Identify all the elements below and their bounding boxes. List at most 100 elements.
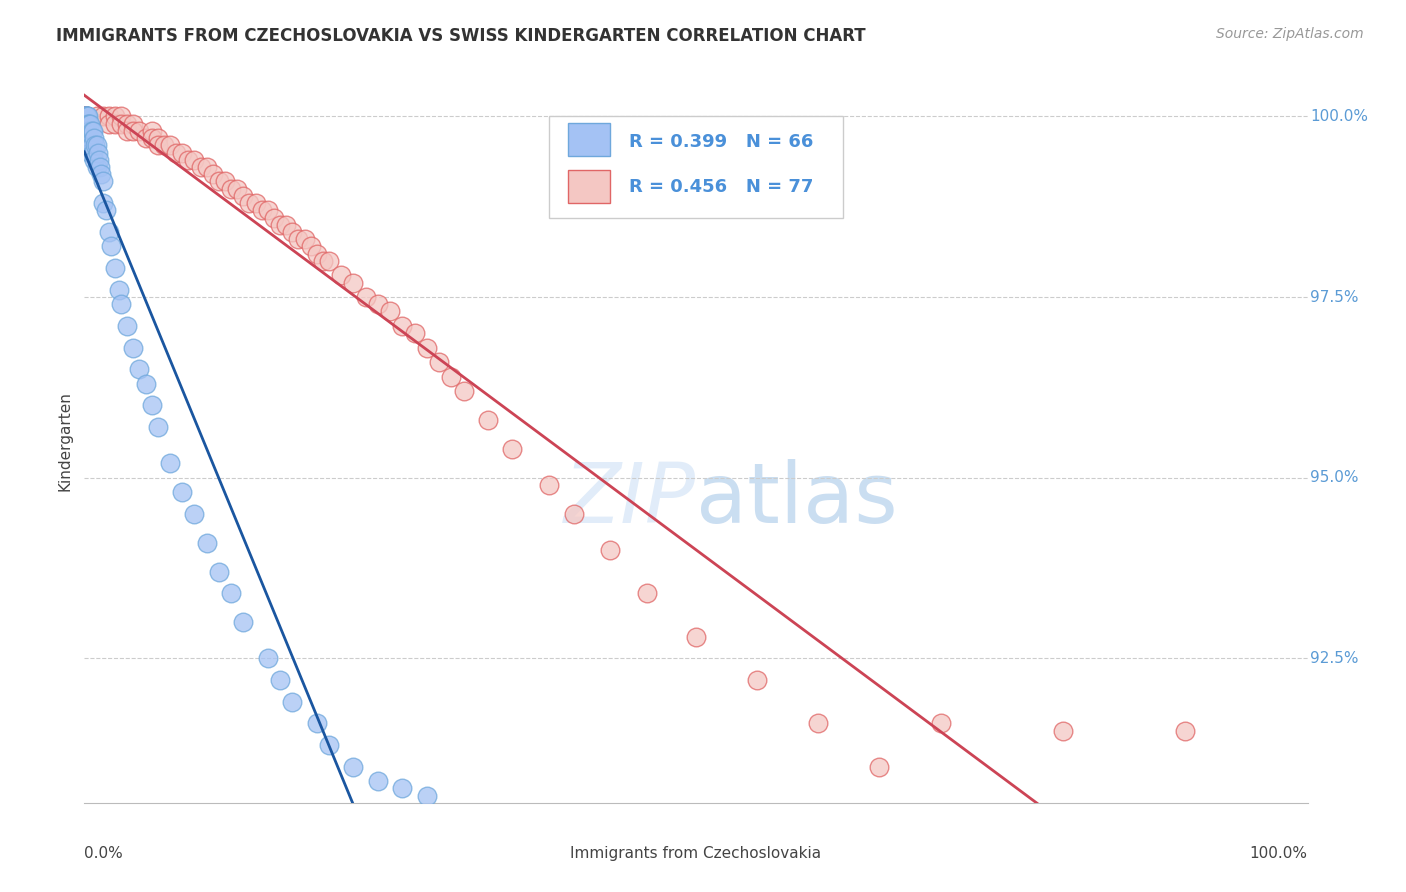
Point xyxy=(342,276,364,290)
FancyBboxPatch shape xyxy=(568,123,610,156)
Point xyxy=(305,716,328,731)
Point xyxy=(195,535,218,549)
Point xyxy=(232,615,254,629)
Point xyxy=(477,413,499,427)
Point xyxy=(183,507,205,521)
Point xyxy=(281,225,304,239)
Point xyxy=(75,109,97,123)
Point xyxy=(172,145,194,160)
Point xyxy=(367,297,389,311)
Point xyxy=(1052,723,1074,738)
Point xyxy=(110,109,132,123)
Point xyxy=(89,160,111,174)
Point xyxy=(84,138,107,153)
Point xyxy=(75,109,97,123)
Point xyxy=(77,124,100,138)
FancyBboxPatch shape xyxy=(550,117,842,218)
Y-axis label: Kindergarten: Kindergarten xyxy=(58,392,73,491)
Point xyxy=(404,326,426,340)
Text: Source: ZipAtlas.com: Source: ZipAtlas.com xyxy=(1216,27,1364,41)
Point xyxy=(75,109,97,123)
Point xyxy=(115,117,138,131)
Point xyxy=(128,362,150,376)
Point xyxy=(177,153,200,167)
Point xyxy=(80,124,103,138)
Point xyxy=(76,117,98,131)
Point xyxy=(104,109,127,123)
Point xyxy=(110,297,132,311)
Text: IMMIGRANTS FROM CZECHOSLOVAKIA VS SWISS KINDERGARTEN CORRELATION CHART: IMMIGRANTS FROM CZECHOSLOVAKIA VS SWISS … xyxy=(56,27,866,45)
Point xyxy=(294,232,316,246)
Point xyxy=(257,203,280,218)
Point xyxy=(76,131,98,145)
Text: Immigrants from Czechoslovakia: Immigrants from Czechoslovakia xyxy=(571,847,821,861)
Point xyxy=(83,131,105,145)
Point xyxy=(312,253,335,268)
Point xyxy=(75,117,97,131)
Point xyxy=(869,759,891,773)
Point xyxy=(97,109,120,123)
Point xyxy=(214,174,236,188)
Point xyxy=(238,196,260,211)
Point xyxy=(141,124,163,138)
Point xyxy=(747,673,769,687)
Point xyxy=(104,261,127,276)
Point xyxy=(269,673,291,687)
Point xyxy=(122,341,145,355)
Point xyxy=(281,695,304,709)
Point xyxy=(299,239,322,253)
Point xyxy=(342,759,364,773)
Point xyxy=(807,716,830,731)
Point xyxy=(208,174,231,188)
Point xyxy=(201,167,224,181)
Text: 100.0%: 100.0% xyxy=(1250,847,1308,861)
Point xyxy=(75,109,97,123)
Point xyxy=(79,131,101,145)
Text: 0.0%: 0.0% xyxy=(84,847,124,861)
Point xyxy=(146,138,169,153)
Point xyxy=(172,485,194,500)
Point xyxy=(135,131,157,145)
Point xyxy=(208,565,231,579)
Point xyxy=(82,124,104,138)
Point xyxy=(416,341,439,355)
Point xyxy=(91,174,114,188)
Point xyxy=(115,124,138,138)
Point xyxy=(250,203,273,218)
Point xyxy=(77,138,100,153)
Point xyxy=(159,456,181,470)
Point xyxy=(86,138,108,153)
Point xyxy=(75,124,97,138)
Point xyxy=(77,109,100,123)
Point xyxy=(76,109,98,123)
Point xyxy=(195,160,218,174)
Point xyxy=(416,789,439,803)
Text: 95.0%: 95.0% xyxy=(1310,470,1358,485)
Point xyxy=(226,181,249,195)
Point xyxy=(79,145,101,160)
Point xyxy=(538,478,561,492)
Point xyxy=(502,442,524,456)
Point xyxy=(128,124,150,138)
Point xyxy=(91,196,114,211)
Text: 97.5%: 97.5% xyxy=(1310,290,1358,304)
Point xyxy=(354,290,377,304)
Point xyxy=(87,145,110,160)
Point xyxy=(87,153,110,167)
Point xyxy=(219,181,242,195)
Point xyxy=(165,145,187,160)
Point xyxy=(82,145,104,160)
Point xyxy=(440,369,463,384)
Point xyxy=(97,225,120,239)
Point xyxy=(305,246,328,260)
Text: 100.0%: 100.0% xyxy=(1310,109,1368,124)
Point xyxy=(269,218,291,232)
Point xyxy=(636,586,658,600)
Text: atlas: atlas xyxy=(696,458,897,540)
Text: 92.5%: 92.5% xyxy=(1310,651,1358,665)
Point xyxy=(391,781,413,796)
Point xyxy=(380,304,402,318)
Point xyxy=(107,283,129,297)
Point xyxy=(599,543,621,558)
Point xyxy=(86,160,108,174)
